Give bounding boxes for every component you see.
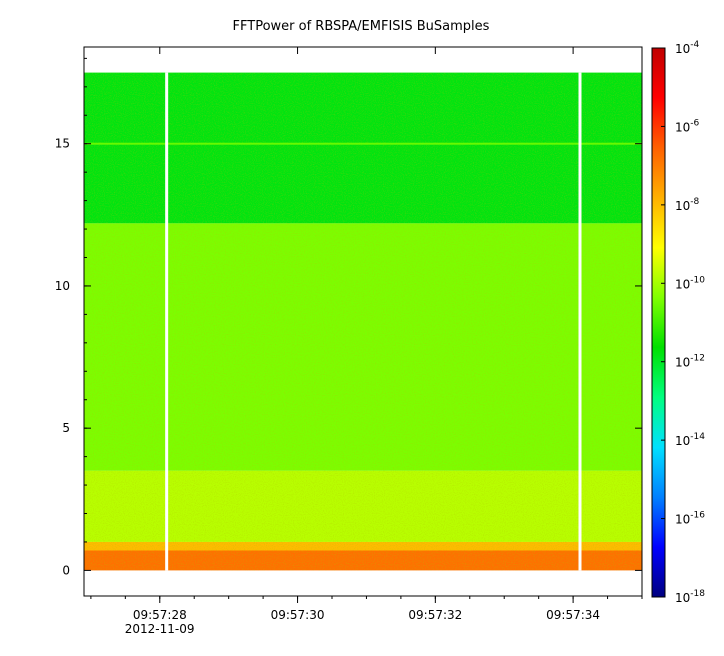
- x-tick-label-0: 09:57:28: [133, 608, 187, 622]
- y-axis: 0 5 10 15: [55, 57, 642, 577]
- colorbar-tick-label-6: 10-16: [675, 511, 705, 527]
- colorbar-tick-label-7: 10-18: [675, 589, 705, 605]
- colorbar-gradient: [651, 47, 666, 598]
- y-tick-label-2: 10: [55, 279, 70, 293]
- emission-line: [84, 142, 642, 145]
- x-axis: 09:57:28 09:57:30 09:57:32 09:57:34: [90, 47, 643, 622]
- spectral-noise: [84, 72, 642, 571]
- colorbar-tick-label-1: 10-6: [675, 118, 700, 134]
- colorbar-tick-label-0: 10-4: [675, 40, 700, 56]
- spectrogram-plot: [84, 47, 642, 596]
- colorbar-tick-label-5: 10-14: [675, 432, 705, 448]
- y-tick-label-0: 0: [62, 563, 70, 577]
- y-tick-label-1: 5: [62, 421, 70, 435]
- x-tick-label-2: 09:57:32: [408, 608, 462, 622]
- data-gap-1: [578, 72, 582, 571]
- data-gap-0: [165, 72, 169, 571]
- colorbar-tick-label-2: 10-8: [675, 197, 700, 213]
- chart-title: FFTPower of RBSPA/EMFISIS BuSamples: [233, 19, 490, 34]
- colorbar-tick-label-4: 10-12: [675, 354, 705, 370]
- colorbar-tick-label-3: 10-10: [675, 275, 705, 291]
- y-tick-label-3: 15: [55, 137, 70, 151]
- x-date-label: 2012-11-09: [125, 622, 195, 636]
- plot-frame: [83, 46, 643, 597]
- colorbar: 10-4 10-6 10-8 10-10 10-12 10-14 10-16 10-18: [651, 40, 705, 605]
- x-tick-label-1: 09:57:30: [271, 608, 325, 622]
- x-tick-label-3: 09:57:34: [546, 608, 600, 622]
